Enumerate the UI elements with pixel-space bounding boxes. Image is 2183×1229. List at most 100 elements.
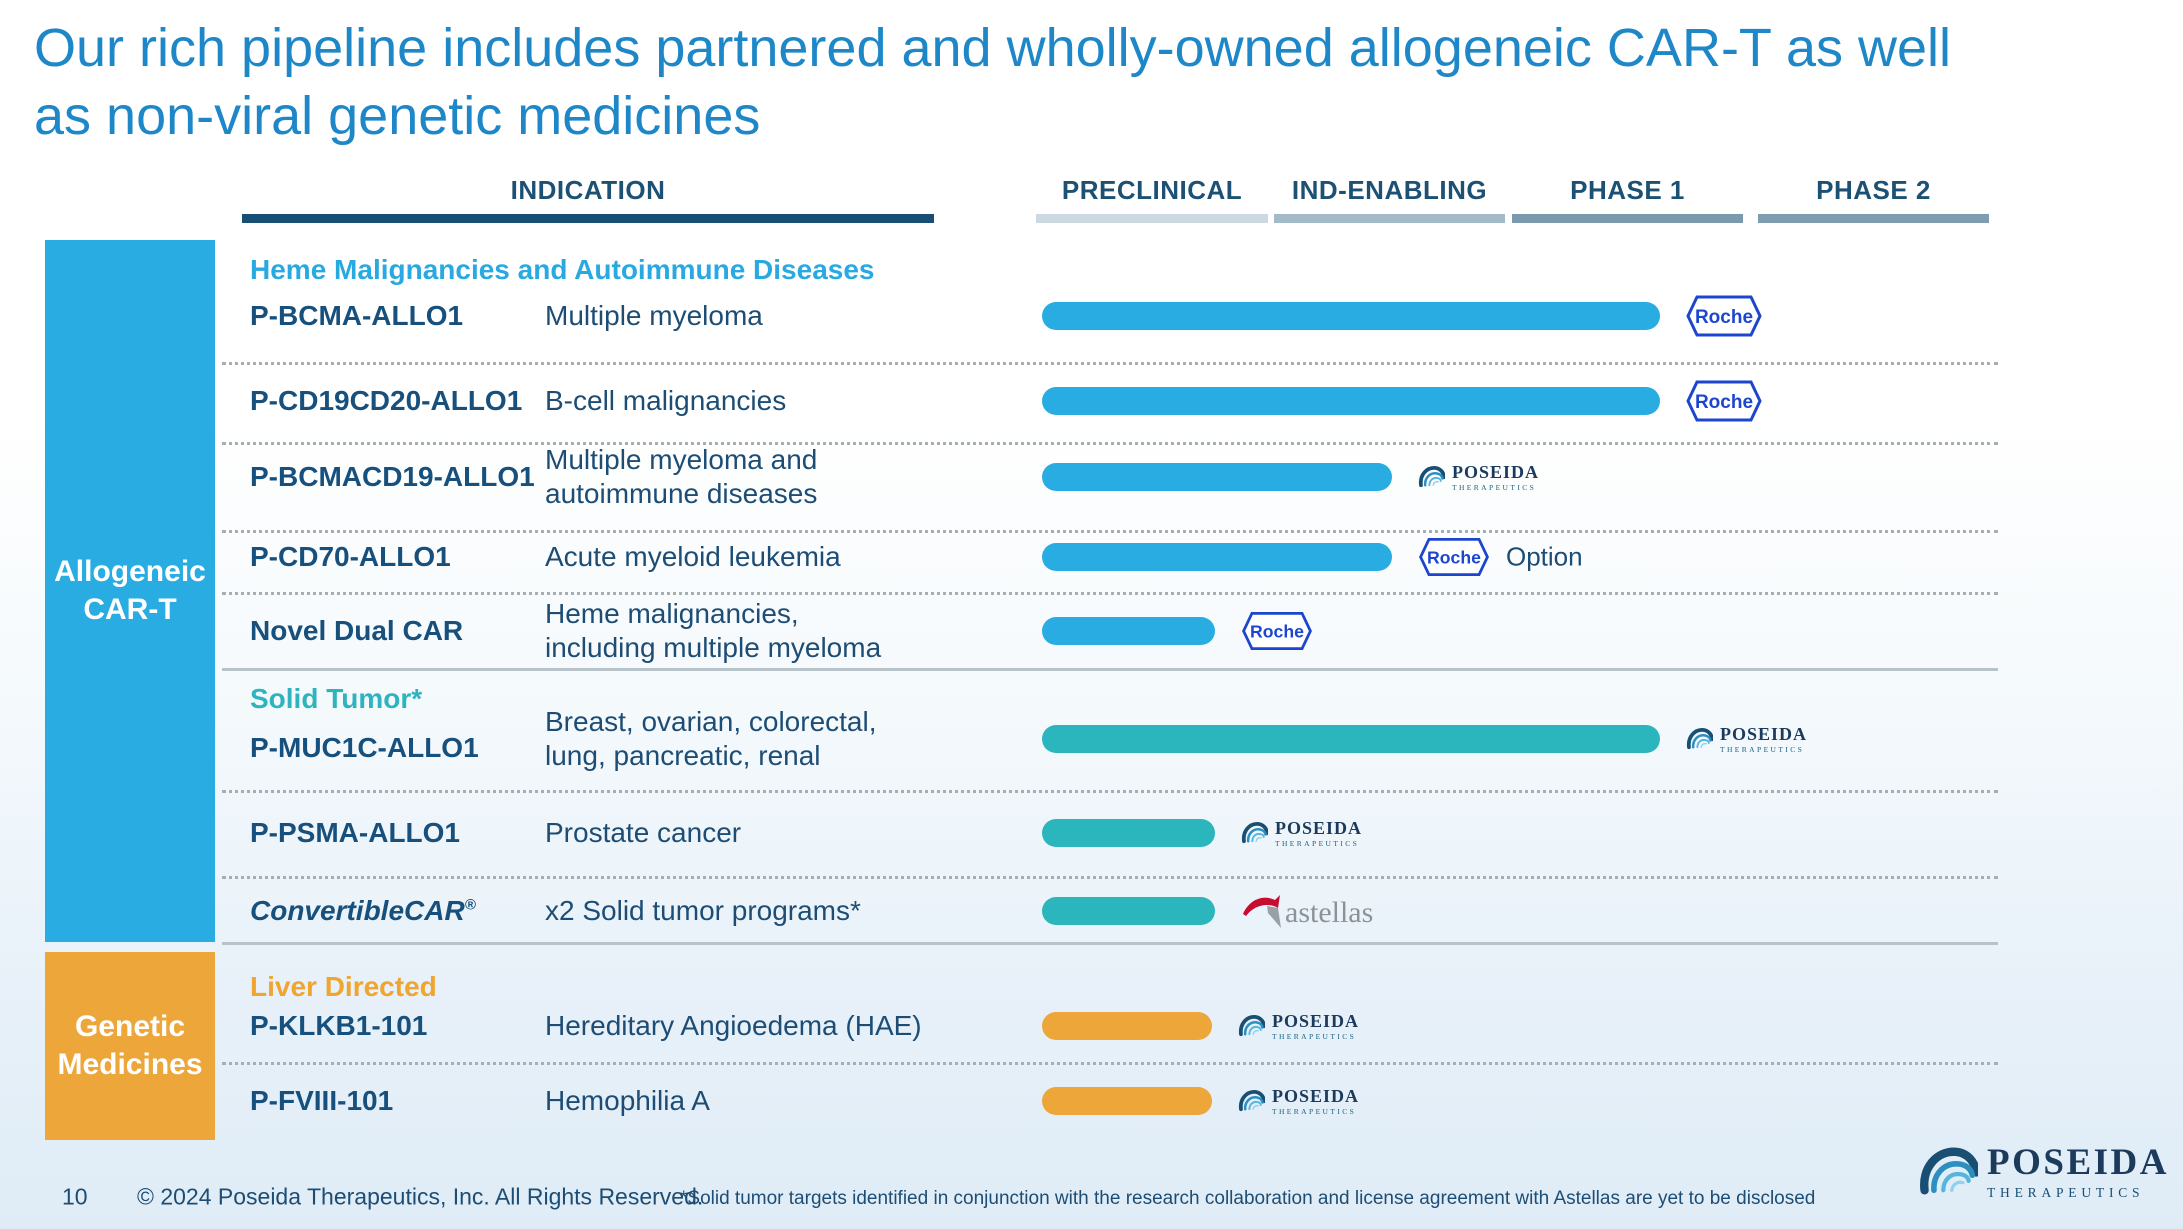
indication-text: Prostate cancer [545,817,742,848]
poseida-lockup: POSEIDA THERAPEUTICS [1238,1012,1359,1041]
progress-bar [1042,302,1660,330]
group-genetic-medicines: Genetic Medicines [45,952,215,1140]
column-header-indication: INDICATION [510,174,666,205]
indication-text: Breast, ovarian, colorectal, lung, pancr… [545,706,877,771]
poseida-subtext: THERAPEUTICS [1272,1031,1357,1041]
poseida-subtext: THERAPEUTICS [1275,838,1360,848]
poseida-lockup: POSEIDA THERAPEUTICS [1238,1087,1359,1116]
option-label: Option [1506,541,1583,572]
svg-text:Roche: Roche [1250,622,1304,642]
astellas-lockup: astellas [1241,892,1373,930]
row-separator [222,442,1998,445]
slide-title-line2: as non-viral genetic medicines [34,86,761,146]
slide-title: Our rich pipeline includes partnered and… [34,14,1951,150]
group-allogeneic-cart: Allogeneic CAR-T [45,240,215,942]
program-name: P-CD70-ALLO1 [250,541,451,572]
poseida-subtext: THERAPEUTICS [1272,1106,1357,1116]
phase2-underline [1758,214,1989,223]
poseida-swirl-icon [1238,1090,1265,1112]
row-separator [222,592,1998,595]
poseida-wordmark: POSEIDA [1272,1085,1360,1106]
section-solid-tumor-label: Solid Tumor* [250,683,423,714]
partner-roche-option: Roche Option [1418,537,1583,577]
partner-roche-logo: Roche [1686,380,1762,422]
roche-hexagon-icon: Roche [1419,537,1489,577]
svg-text:Roche: Roche [1695,307,1753,328]
section-divider [222,668,1998,671]
copyright-text: © 2024 Poseida Therapeutics, Inc. All Ri… [137,1183,704,1210]
progress-bar [1042,617,1215,645]
partner-poseida-logo: POSEIDA THERAPEUTICS [1241,819,1362,848]
indication-text: Multiple myeloma and autoimmune diseases [545,444,818,509]
poseida-wordmark: POSEIDA [1275,817,1363,838]
column-header-preclinical: PRECLINICAL [1061,174,1243,205]
poseida-lockup: POSEIDA THERAPEUTICS [1418,463,1539,492]
ind-enabling-underline [1274,214,1505,223]
indication-text: x2 Solid tumor programs* [545,895,861,926]
column-header-phase2: PHASE 2 [1816,174,1931,205]
indication-text: Hemophilia A [545,1085,710,1116]
group-genetic-medicines-label: Genetic Medicines [57,1010,203,1081]
partner-poseida-logo: POSEIDA THERAPEUTICS [1238,1087,1359,1116]
roche-hexagon-icon: Roche [1686,380,1762,422]
partner-poseida-logo: POSEIDA THERAPEUTICS [1686,725,1807,754]
progress-bar [1042,387,1660,415]
program-name: P-FVIII-101 [250,1085,394,1116]
row-separator [222,362,1998,365]
poseida-swirl-icon [1686,728,1713,750]
program-name: P-PSMA-ALLO1 [250,817,460,848]
program-name: Novel Dual CAR [250,615,464,646]
row-separator [222,1062,1998,1065]
poseida-wordmark: POSEIDA [1987,1142,2169,1183]
indication-text: Heme malignancies, including multiple my… [545,598,882,663]
partner-poseida-logo: POSEIDA THERAPEUTICS [1418,463,1539,492]
poseida-wordmark: POSEIDA [1720,723,1808,744]
astellas-wordmark: astellas [1285,896,1374,929]
section-divider [222,942,1998,945]
progress-bar [1042,1087,1212,1115]
poseida-swirl-icon [1920,1147,1978,1195]
svg-text:Roche: Roche [1695,392,1753,413]
progress-bar [1042,897,1215,925]
program-name: P-KLKB1-101 [250,1010,428,1041]
partner-roche-logo: Roche [1686,295,1762,337]
indication-text: Multiple myeloma [545,300,763,331]
group-allogeneic-cart-label: Allogeneic CAR-T [54,555,206,626]
svg-text:Roche: Roche [1427,548,1481,568]
registered-mark: ® [464,896,476,914]
slide-title-line1: Our rich pipeline includes partnered and… [34,18,1951,78]
row-separator [222,876,1998,879]
progress-bar [1042,543,1392,571]
partner-roche-logo: Roche [1241,611,1313,651]
indication-text: Acute myeloid leukemia [545,541,841,572]
poseida-wordmark: POSEIDA [1272,1010,1360,1031]
section-heme-label: Heme Malignancies and Autoimmune Disease… [250,254,875,285]
indication-text: B-cell malignancies [545,385,787,416]
section-liver-directed-label: Liver Directed [250,971,437,1002]
astellas-star-icon [1243,895,1281,928]
poseida-lockup: POSEIDA THERAPEUTICS [1686,725,1807,754]
row-separator [222,790,1998,793]
column-header-phase1: PHASE 1 [1570,174,1685,205]
footnote-text: *Solid tumor targets identified in conju… [680,1188,1816,1209]
progress-bar [1042,1012,1212,1040]
progress-bar [1042,463,1392,491]
partner-astellas-logo: astellas [1241,892,1373,930]
poseida-footer-logo: POSEIDA THERAPEUTICS [1918,1144,2169,1200]
poseida-swirl-icon [1241,822,1268,844]
preclinical-underline [1036,214,1268,223]
phase1-underline [1512,214,1743,223]
roche-hexagon-icon: Roche [1686,295,1762,337]
poseida-lockup: POSEIDA THERAPEUTICS [1241,819,1362,848]
indication-text: Hereditary Angioedema (HAE) [545,1010,922,1041]
poseida-subtext: THERAPEUTICS [1987,1185,2145,1200]
poseida-wordmark: POSEIDA [1452,461,1540,482]
poseida-subtext: THERAPEUTICS [1720,744,1805,754]
column-header-ind-enabling: IND-ENABLING [1291,174,1488,205]
roche-hexagon-icon: Roche [1242,611,1312,651]
progress-bar [1042,819,1215,847]
program-name: P-MUC1C-ALLO1 [250,732,479,763]
program-name: P-BCMACD19-ALLO1 [250,461,535,492]
page-number: 10 [62,1183,88,1210]
